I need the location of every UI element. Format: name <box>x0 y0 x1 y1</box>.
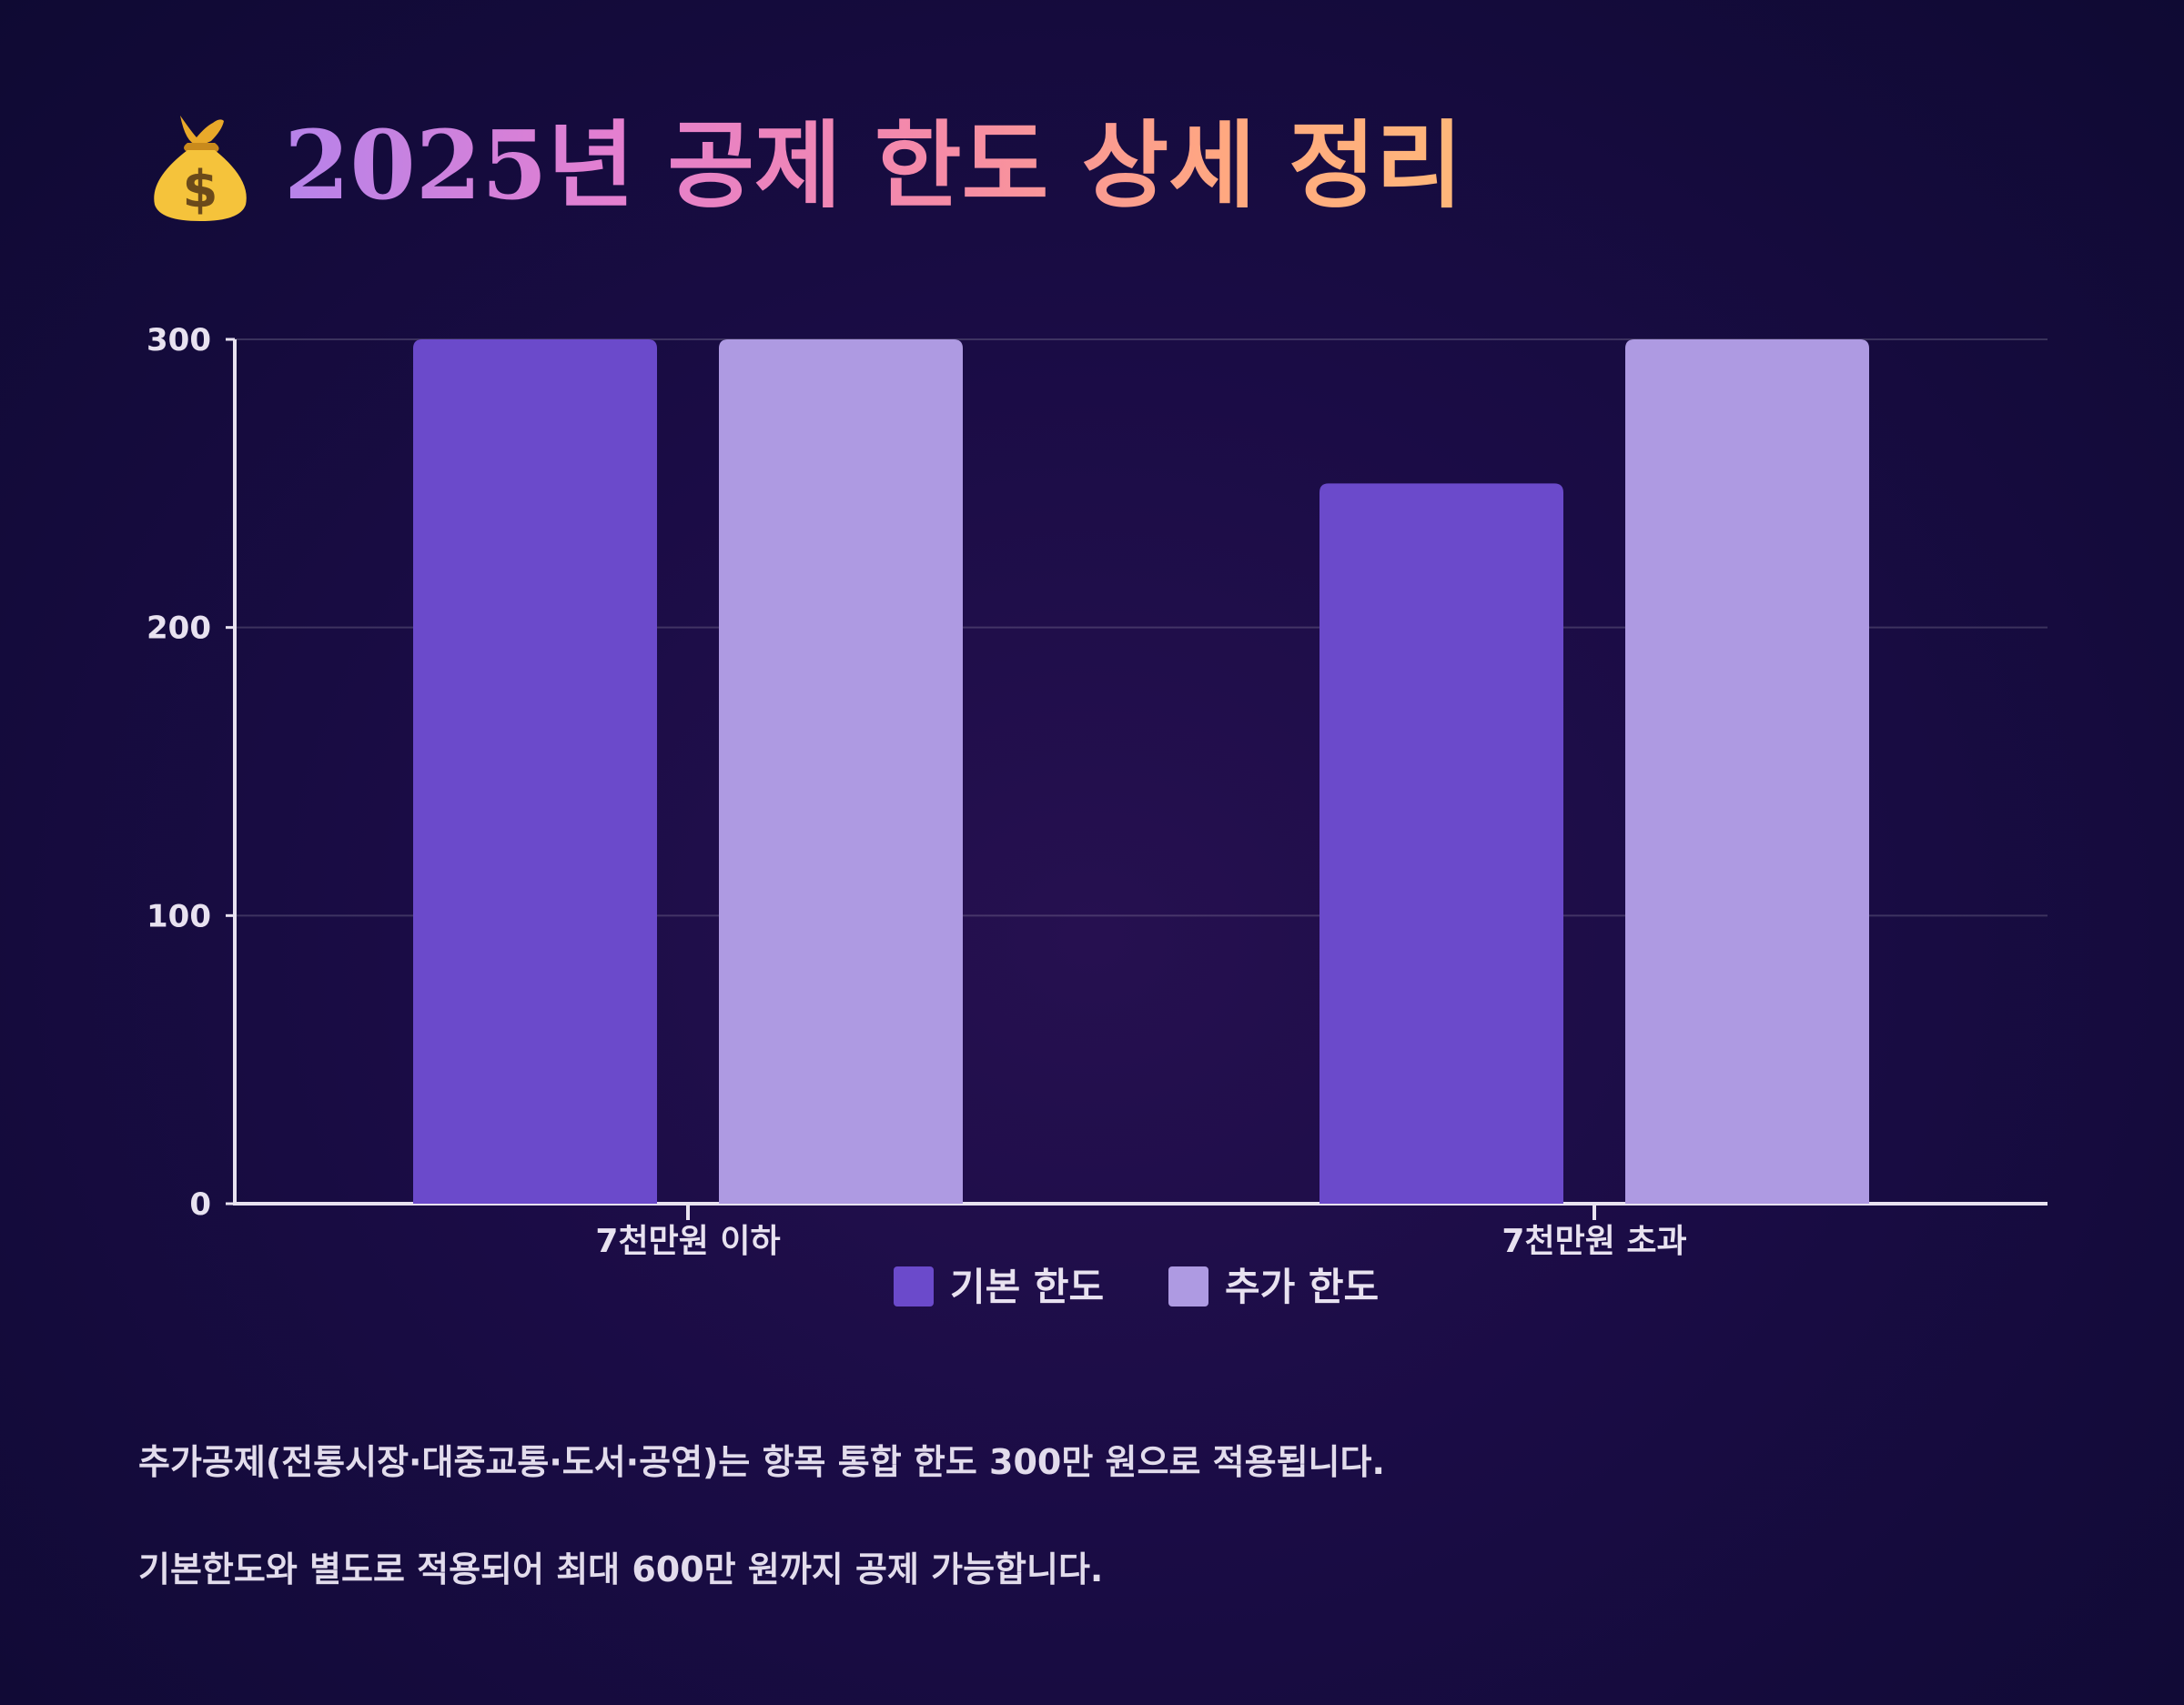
page-title-text: 2025년 공제 한도 상세 정리 <box>284 109 1463 221</box>
money-bag-icon: $ <box>154 116 247 221</box>
y-tick-label: 100 <box>147 898 211 934</box>
svg-text:$: $ <box>183 160 218 219</box>
legend-label: 추가 한도 <box>1225 1265 1379 1309</box>
note-text-2: 기본한도와 별도로 적용되어 최대 600만 원까지 공제 가능합니다. <box>138 1549 1104 1589</box>
y-tick-label: 300 <box>147 322 211 358</box>
legend-swatch <box>1168 1266 1208 1306</box>
x-tick-label: 7천만원 초과 <box>1502 1223 1686 1260</box>
note-text-1: 추가공제(전통시장·대중교통·도서·공연)는 항목 통합 한도 300만 원으로… <box>138 1442 1385 1482</box>
page-title: $ 2025년 공제 한도 상세 정리 <box>146 102 1462 229</box>
legend-label: 기본 한도 <box>950 1265 1104 1309</box>
y-tick-label: 200 <box>147 610 211 647</box>
bar-extra-1 <box>719 339 963 1204</box>
bar-extra-2 <box>1625 339 1869 1204</box>
x-tick-label: 7천만원 이하 <box>595 1223 780 1260</box>
y-tick-label: 0 <box>189 1186 211 1223</box>
bar-basic-2 <box>1320 483 1563 1204</box>
legend-swatch <box>894 1266 934 1306</box>
bar-basic-1 <box>413 339 657 1204</box>
